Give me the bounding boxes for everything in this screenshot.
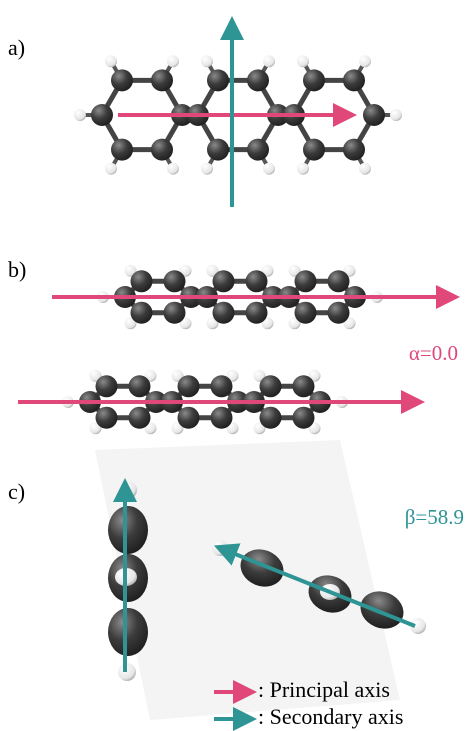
carbon	[96, 375, 118, 397]
hydrogen	[359, 163, 371, 175]
carbon	[213, 302, 235, 324]
carbon	[129, 407, 151, 429]
carbon	[129, 375, 151, 397]
carbon	[246, 302, 268, 324]
carbon	[131, 302, 153, 324]
hydrogen	[263, 163, 275, 175]
carbon	[293, 375, 315, 397]
hydrogen	[105, 55, 117, 67]
figure: a) b) c) α=0.0 β=58.9 : Principal axis :…	[0, 0, 468, 731]
hydrogen	[212, 540, 228, 556]
carbon	[108, 608, 148, 656]
panel-label: a)	[8, 35, 25, 60]
carbon	[211, 375, 233, 397]
carbon	[260, 375, 282, 397]
hydrogen	[105, 163, 117, 175]
hydrogen	[74, 109, 86, 121]
carbon	[303, 69, 325, 91]
carbon	[211, 407, 233, 429]
panel-label: b)	[8, 257, 26, 282]
carbon	[293, 407, 315, 429]
hydrogen	[390, 109, 402, 121]
carbon	[363, 104, 385, 126]
legend-text: : Principal axis	[258, 677, 390, 702]
hydrogen	[167, 55, 179, 67]
carbon	[151, 69, 173, 91]
carbon	[343, 69, 365, 91]
carbon	[247, 139, 269, 161]
hydrogen	[167, 163, 179, 175]
carbon	[111, 139, 133, 161]
carbon	[303, 139, 325, 161]
carbon	[164, 302, 186, 324]
carbon	[213, 270, 235, 292]
angle-label: α=0.0	[409, 341, 458, 365]
carbon	[178, 375, 200, 397]
hydrogen	[297, 55, 309, 67]
carbon	[247, 69, 269, 91]
carbon	[207, 139, 229, 161]
carbon	[295, 270, 317, 292]
carbon	[343, 139, 365, 161]
carbon	[260, 407, 282, 429]
carbon	[164, 270, 186, 292]
hydrogen	[201, 55, 213, 67]
carbon	[108, 506, 148, 554]
legend-text: : Secondary axis	[258, 704, 403, 729]
carbon	[295, 302, 317, 324]
carbon	[246, 270, 268, 292]
hydrogen	[297, 163, 309, 175]
carbon	[151, 139, 173, 161]
hydrogen	[263, 55, 275, 67]
carbon	[207, 69, 229, 91]
angle-label: β=58.9	[405, 505, 464, 529]
carbon	[91, 104, 113, 126]
carbon	[96, 407, 118, 429]
hydrogen	[359, 55, 371, 67]
carbon	[178, 407, 200, 429]
carbon	[131, 270, 153, 292]
panel-label: c)	[8, 479, 25, 504]
hydrogen	[119, 481, 137, 499]
carbon	[328, 302, 350, 324]
carbon	[111, 69, 133, 91]
hydrogen	[201, 163, 213, 175]
carbon	[328, 270, 350, 292]
